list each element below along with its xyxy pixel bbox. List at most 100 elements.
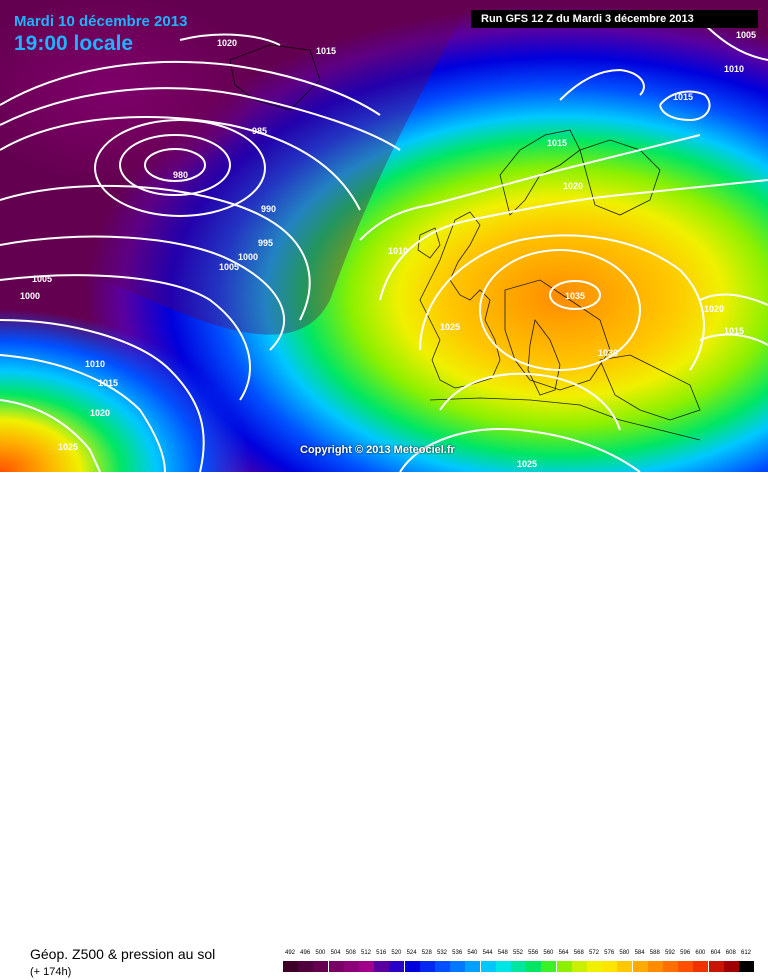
coastlines	[229, 44, 701, 441]
legend-swatch	[587, 961, 602, 972]
legend-label: 548	[497, 950, 508, 956]
legend-swatch	[678, 961, 694, 972]
legend-label: 560	[543, 950, 554, 956]
legend-label: 604	[710, 950, 721, 956]
isobar-label: 1035	[565, 291, 585, 301]
isobar-label: 1000	[238, 252, 258, 262]
legend-swatch	[435, 961, 450, 972]
isobar-label: 1005	[736, 30, 756, 40]
legend-label: 532	[436, 950, 447, 956]
legend-swatch	[571, 961, 587, 972]
legend-label: 524	[406, 950, 417, 956]
isobar-label: 1015	[724, 326, 744, 336]
trough-shading	[0, 0, 470, 335]
legend-swatch	[739, 961, 754, 972]
lead-time: (+ 174h)	[30, 966, 72, 978]
legend-swatch	[723, 961, 739, 972]
legend-label: 520	[391, 950, 402, 956]
legend-label: 536	[452, 950, 463, 956]
legend-label: 528	[421, 950, 432, 956]
isobar-label: 1010	[724, 64, 744, 74]
legend-swatch	[708, 961, 724, 972]
legend-swatch	[313, 961, 329, 972]
legend-swatch	[419, 961, 435, 972]
legend-label: 612	[740, 950, 751, 956]
legend-label: 516	[376, 950, 387, 956]
legend-label: 564	[558, 950, 569, 956]
isobar-label: 1015	[547, 138, 567, 148]
legend-label: 568	[573, 950, 584, 956]
legend-swatch	[450, 961, 466, 972]
isobar-label: 985	[252, 126, 267, 136]
forecast-date: Mardi 10 décembre 2013	[14, 13, 188, 30]
legend-swatch	[526, 961, 542, 972]
isobar-label: 990	[261, 204, 276, 214]
legend-swatch	[374, 961, 390, 972]
low-center-ring-1	[144, 148, 206, 182]
isobar-label: 1015	[316, 46, 336, 56]
legend-swatch	[693, 961, 709, 972]
legend-label: 552	[512, 950, 523, 956]
low-shading	[0, 0, 500, 320]
legend-swatch	[328, 961, 344, 972]
legend-label: 492	[284, 950, 295, 956]
legend-swatch	[283, 961, 298, 972]
legend-swatch	[632, 961, 648, 972]
legend-swatch	[617, 961, 633, 972]
isobar-label: 1020	[563, 181, 583, 191]
isobars	[0, 19, 768, 472]
legend-label: 544	[482, 950, 493, 956]
isobar-label: 980	[173, 170, 188, 180]
legend-swatch	[359, 961, 374, 972]
isobar-label: 995	[258, 238, 273, 248]
legend-label: 512	[360, 950, 371, 956]
legend-swatch	[465, 961, 481, 972]
isobar-label: 1025	[58, 442, 78, 452]
isobar-label: 1025	[440, 322, 460, 332]
footer-bar: Géop. Z500 & pression au sol (+ 174h) 49…	[0, 472, 768, 978]
legend-swatch	[389, 961, 405, 972]
model-run-label: Run GFS 12 Z du Mardi 3 décembre 2013	[471, 10, 758, 28]
high-center-ring-2	[479, 249, 641, 371]
legend-swatch	[298, 961, 314, 972]
legend-swatch	[480, 961, 496, 972]
legend-swatch	[556, 961, 572, 972]
isobar-label: 1020	[90, 408, 110, 418]
isobar-label: 1005	[32, 274, 52, 284]
legend-swatch	[495, 961, 511, 972]
copyright-text: Copyright © 2013 Meteociel.fr	[300, 444, 455, 456]
isobar-label-group: 1020 1015 1005 1010 1015 985 980 990 995…	[20, 30, 756, 469]
low-center-ring-2	[119, 134, 231, 196]
legend-label: 600	[695, 950, 706, 956]
color-legend: 492 496 500 504 508 512 516 520 524 528 532 536 540 5…	[283, 950, 754, 980]
legend-label: 500	[315, 950, 326, 956]
legend-label: 608	[725, 950, 736, 956]
legend-swatch	[647, 961, 663, 972]
parameter-title: Géop. Z500 & pression au sol	[30, 946, 216, 962]
legend-label: 576	[604, 950, 615, 956]
legend-swatch	[663, 961, 678, 972]
isobar-label: 1015	[98, 378, 118, 388]
legend-label: 580	[619, 950, 630, 956]
legend-label: 592	[664, 950, 675, 956]
geopotential-map: 1020 1015 1005 1010 1015 985 980 990 995…	[0, 0, 768, 472]
legend-label: 508	[345, 950, 356, 956]
isobar-label: 1025	[517, 459, 537, 469]
isobar-label: 1010	[85, 359, 105, 369]
high-center-ring-1	[549, 280, 601, 310]
legend-label: 588	[649, 950, 660, 956]
legend-label: 572	[588, 950, 599, 956]
low-center-ring-3	[94, 119, 266, 217]
isobar-label: 1005	[219, 262, 239, 272]
legend-swatch	[541, 961, 557, 972]
legend-label: 596	[680, 950, 691, 956]
legend-label: 540	[467, 950, 478, 956]
forecast-local-time: 19:00 locale	[14, 32, 134, 55]
isobar-label: 1000	[20, 291, 40, 301]
legend-label: 556	[528, 950, 539, 956]
isobar-label: 1020	[217, 38, 237, 48]
legend-swatch	[343, 961, 359, 972]
legend-swatch	[602, 961, 618, 972]
legend-label: 584	[634, 950, 645, 956]
